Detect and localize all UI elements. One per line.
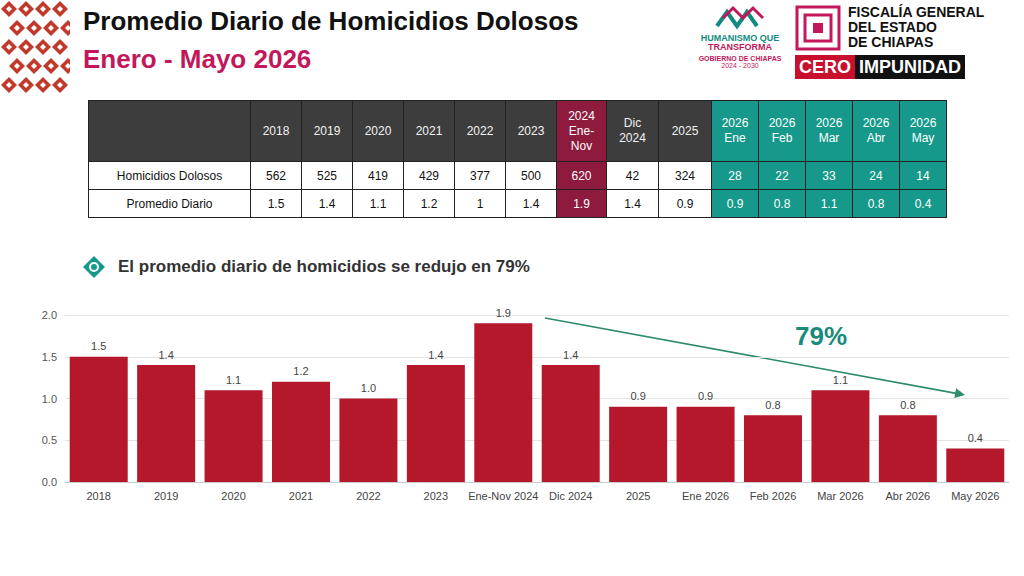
html-text:2026: 2026 bbox=[721, 116, 749, 130]
html-text:TRANSFORMA: TRANSFORMA bbox=[708, 42, 772, 53]
svg-text:1.5: 1.5 bbox=[91, 340, 106, 352]
svg-text:2021: 2021 bbox=[289, 490, 313, 502]
html-text:429: 429 bbox=[419, 168, 439, 183]
html-text:2026: 2026 bbox=[815, 116, 843, 130]
svg-text:1.4: 1.4 bbox=[158, 349, 173, 361]
html-text:1: 1 bbox=[476, 196, 484, 211]
html-text:2024: 2024 bbox=[619, 131, 646, 145]
html-text:DEL ESTADO: DEL ESTADO bbox=[848, 19, 937, 35]
html-text:El promedio diario de homicidi: El promedio diario de homicidios se redu… bbox=[118, 257, 530, 276]
svg-text:0.0: 0.0 bbox=[42, 476, 57, 488]
html-text:620: 620 bbox=[571, 168, 592, 183]
html-text:DE CHIAPAS: DE CHIAPAS bbox=[848, 34, 934, 50]
svg-text:1.1: 1.1 bbox=[833, 374, 848, 386]
html-text:525: 525 bbox=[317, 168, 337, 183]
svg-text:0.9: 0.9 bbox=[630, 390, 645, 402]
svg-text:0.8: 0.8 bbox=[900, 399, 915, 411]
html-text:Abr: Abr bbox=[866, 131, 886, 145]
html-text:22: 22 bbox=[775, 168, 789, 183]
svg-text:1.0: 1.0 bbox=[42, 393, 57, 405]
svg-text:2019: 2019 bbox=[154, 490, 178, 502]
html-text:0.4: 0.4 bbox=[914, 196, 932, 211]
svg-text:0.5: 0.5 bbox=[42, 434, 57, 446]
html-text:1.1: 1.1 bbox=[820, 196, 838, 211]
svg-text:1.5: 1.5 bbox=[42, 351, 57, 363]
html-text:1.5: 1.5 bbox=[267, 196, 285, 211]
html-text:Feb: Feb bbox=[771, 131, 793, 145]
html-text:GOBIERNO DE CHIAPAS: GOBIERNO DE CHIAPAS bbox=[698, 54, 782, 62]
html-text:Promedio Diario: Promedio Diario bbox=[126, 196, 213, 211]
html-text:42: 42 bbox=[625, 168, 640, 183]
html-text:May: May bbox=[911, 131, 935, 145]
html-text:2026: 2026 bbox=[768, 116, 796, 130]
html-text:28: 28 bbox=[728, 168, 742, 183]
html-text:2019: 2019 bbox=[313, 123, 341, 138]
html-text:14: 14 bbox=[916, 168, 930, 183]
html-text:0.8: 0.8 bbox=[867, 196, 885, 211]
svg-text:Dic 2024: Dic 2024 bbox=[549, 490, 592, 502]
html-text:FISCALÍA GENERAL: FISCALÍA GENERAL bbox=[848, 4, 985, 20]
html-text:Enero - Mayo 2026: Enero - Mayo 2026 bbox=[83, 44, 312, 74]
svg-text:Abr 2026: Abr 2026 bbox=[886, 490, 931, 502]
svg-text:79%: 79% bbox=[795, 321, 847, 351]
svg-text:1.2: 1.2 bbox=[293, 365, 308, 377]
svg-text:0.9: 0.9 bbox=[698, 390, 713, 402]
html-text:500: 500 bbox=[521, 168, 541, 183]
html-text:1.4: 1.4 bbox=[318, 196, 336, 211]
html-text:CERO: CERO bbox=[799, 57, 851, 77]
html-text:Mar: Mar bbox=[818, 131, 840, 145]
html-text:2026: 2026 bbox=[909, 116, 937, 130]
html-text:2023: 2023 bbox=[517, 123, 545, 138]
html-text:2024 - 2030: 2024 - 2030 bbox=[721, 62, 759, 70]
html-text:377: 377 bbox=[470, 168, 490, 183]
svg-text:1.0: 1.0 bbox=[361, 382, 376, 394]
svg-text:Mar 2026: Mar 2026 bbox=[817, 490, 863, 502]
html-text:Ene: Ene bbox=[724, 131, 746, 145]
svg-text:0.8: 0.8 bbox=[765, 399, 780, 411]
svg-text:2023: 2023 bbox=[424, 490, 448, 502]
html-text:2024: 2024 bbox=[568, 108, 595, 123]
html-text:24: 24 bbox=[869, 168, 883, 183]
svg-text:1.1: 1.1 bbox=[226, 374, 241, 386]
html-text:2021: 2021 bbox=[415, 123, 443, 138]
html-text:1.4: 1.4 bbox=[522, 196, 540, 211]
html-text:2026: 2026 bbox=[862, 116, 890, 130]
html-text:IMPUNIDAD: IMPUNIDAD bbox=[859, 57, 961, 77]
svg-text:Ene 2026: Ene 2026 bbox=[682, 490, 729, 502]
svg-text:Feb 2026: Feb 2026 bbox=[750, 490, 796, 502]
html-text:2018: 2018 bbox=[262, 123, 290, 138]
html-text:1.4: 1.4 bbox=[624, 196, 641, 211]
html-text:33: 33 bbox=[822, 168, 836, 183]
svg-text:2.0: 2.0 bbox=[42, 309, 57, 321]
svg-text:1.4: 1.4 bbox=[428, 349, 443, 361]
html-text:2025: 2025 bbox=[671, 123, 699, 138]
html-text:Dic: Dic bbox=[623, 116, 642, 130]
html-text:1.2: 1.2 bbox=[420, 196, 438, 211]
svg-text:May 2026: May 2026 bbox=[951, 490, 999, 502]
svg-text:2018: 2018 bbox=[86, 490, 110, 502]
html-text:1.1: 1.1 bbox=[369, 196, 387, 211]
svg-text:1.9: 1.9 bbox=[496, 307, 511, 319]
html-text:Homicidios Dolosos: Homicidios Dolosos bbox=[116, 168, 223, 183]
svg-text:2022: 2022 bbox=[356, 490, 380, 502]
html-text:0.8: 0.8 bbox=[773, 196, 791, 211]
svg-text:2025: 2025 bbox=[626, 490, 650, 502]
html-text:HUMANISMO QUE: HUMANISMO QUE bbox=[700, 33, 780, 43]
html-text:2022: 2022 bbox=[466, 123, 494, 138]
svg-text:1.4: 1.4 bbox=[563, 349, 578, 361]
html-text:0.9: 0.9 bbox=[726, 196, 744, 211]
svg-text:0.4: 0.4 bbox=[968, 432, 983, 444]
html-text:324: 324 bbox=[675, 168, 695, 183]
html-text:562: 562 bbox=[266, 168, 286, 183]
html-text:1.9: 1.9 bbox=[573, 196, 590, 211]
html-text:Ene-Nov: Ene-Nov bbox=[568, 123, 595, 153]
svg-text:2020: 2020 bbox=[221, 490, 245, 502]
html-text:419: 419 bbox=[368, 168, 388, 183]
svg-text:Ene-Nov 2024: Ene-Nov 2024 bbox=[468, 490, 538, 502]
html-text:Promedio Diario de Homicidios: Promedio Diario de Homicidios Dolosos bbox=[83, 6, 579, 36]
html-text:0.9: 0.9 bbox=[676, 196, 694, 211]
html-text:2020: 2020 bbox=[364, 123, 392, 138]
